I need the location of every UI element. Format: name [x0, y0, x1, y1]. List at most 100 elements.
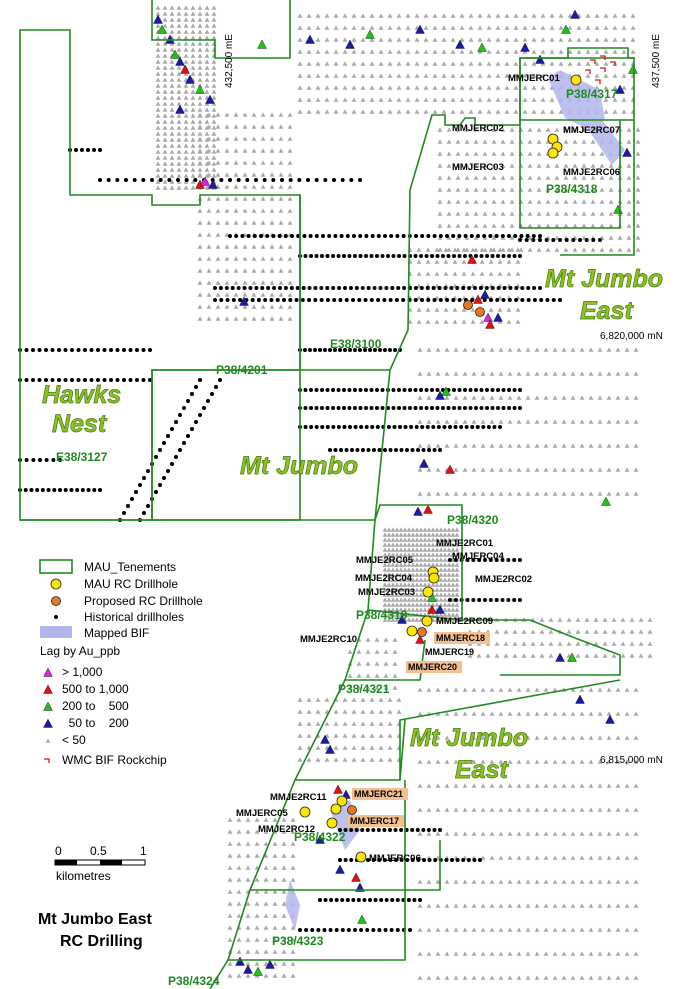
tenement-e38-3100 [20, 47, 635, 521]
lag-sample [425, 319, 431, 324]
lag-sample [432, 37, 438, 42]
lag-sample [626, 211, 632, 216]
lag-sample [539, 617, 545, 622]
lag-sample [324, 721, 330, 726]
lag-sample [507, 371, 513, 376]
lag-sample [489, 395, 495, 400]
lag-sample [197, 316, 203, 321]
mau-rc-drillhole [406, 625, 418, 637]
historical-drillhole [477, 598, 482, 602]
lag-sample [498, 371, 504, 376]
lag-sample [426, 557, 432, 562]
lag-sample [176, 23, 182, 28]
historical-drillhole [419, 406, 423, 410]
historical-drillhole [174, 455, 178, 459]
historical-drillhole [413, 254, 418, 258]
lag-sample [297, 697, 303, 702]
lag-sample [597, 347, 603, 352]
lag-sample [183, 143, 189, 148]
historical-drillhole [451, 298, 456, 302]
lag-sample [162, 179, 168, 184]
lag-sample [324, 73, 330, 78]
lag-sample [498, 687, 504, 692]
scale-tick-1: 1 [140, 844, 147, 858]
lag-sample [572, 211, 578, 216]
lag-sample [554, 247, 560, 252]
lag-sample [450, 577, 456, 582]
historical-drillhole [479, 388, 484, 392]
lag-sample [236, 877, 242, 882]
lag-sample [606, 855, 612, 860]
lag-sample [278, 184, 284, 189]
lag-sample [543, 419, 549, 424]
lag-sample [437, 127, 443, 132]
lag-sample [183, 167, 189, 172]
lag-sample [215, 304, 221, 309]
historical-drillhole [46, 488, 51, 492]
lag-sample [486, 85, 492, 90]
historical-drillhole [383, 448, 387, 452]
historical-drillhole [353, 406, 357, 410]
lag-sample [306, 109, 312, 114]
historical-drillhole [393, 348, 397, 352]
historical-drillhole [426, 234, 431, 238]
lag-sample [468, 13, 474, 18]
lag-sample [169, 29, 175, 34]
lag-sample [417, 927, 423, 932]
lag-sample [197, 77, 203, 82]
lag-sample [435, 975, 441, 980]
proposed-label: MMJERC17 [350, 816, 399, 826]
lag-sample [471, 395, 477, 400]
lag-sample [570, 831, 576, 836]
lag-sample [603, 13, 609, 18]
lag-sample [482, 175, 488, 180]
lag-sample [543, 783, 549, 788]
lag-sample [169, 89, 175, 94]
lag-sample [260, 304, 266, 309]
lag-sample [536, 139, 542, 144]
lag-sample [422, 597, 428, 602]
lag-sample [162, 137, 168, 142]
historical-drillhole [390, 898, 395, 902]
historical-drillhole [314, 254, 319, 258]
lag-sample [579, 491, 585, 496]
lag-sample [176, 149, 182, 154]
historical-drillhole [342, 406, 346, 410]
lag-sample [423, 109, 429, 114]
lag-sample [251, 196, 257, 201]
lag-sample [525, 687, 531, 692]
lag-sample [479, 247, 485, 252]
lag-sample [531, 13, 537, 18]
historical-drillhole [304, 928, 309, 932]
lag-sample [588, 467, 594, 472]
historical-drillhole [92, 148, 96, 152]
lag-sample [441, 85, 447, 90]
historical-drillhole [479, 406, 484, 410]
lag-sample [444, 759, 450, 764]
lag-sample [599, 199, 605, 204]
lag-sample [516, 687, 522, 692]
lag-sample [369, 109, 375, 114]
lag-sample [351, 745, 357, 750]
lag-sample [509, 187, 515, 192]
lag-sample [561, 491, 567, 496]
lag-sample [342, 733, 348, 738]
lag-sample [590, 151, 596, 156]
lag-sample [402, 537, 408, 542]
lag-sample [190, 119, 196, 124]
historical-drillhole [339, 234, 344, 238]
legend-lag-title: Lag by Au_ppb [40, 644, 120, 658]
lag-sample [155, 53, 161, 58]
lag-sample [480, 443, 486, 448]
lag-sample [442, 587, 448, 592]
lag-sample [450, 97, 456, 102]
historical-drillhole [343, 858, 348, 862]
historical-drillhole [342, 425, 347, 429]
lag-sample [386, 542, 392, 547]
lag-sample [534, 831, 540, 836]
lag-sample [426, 582, 432, 587]
historical-drillhole [256, 298, 261, 302]
lag-sample [297, 745, 303, 750]
legend-tenements: MAU_Tenements [84, 560, 176, 574]
historical-drillhole [438, 828, 442, 832]
